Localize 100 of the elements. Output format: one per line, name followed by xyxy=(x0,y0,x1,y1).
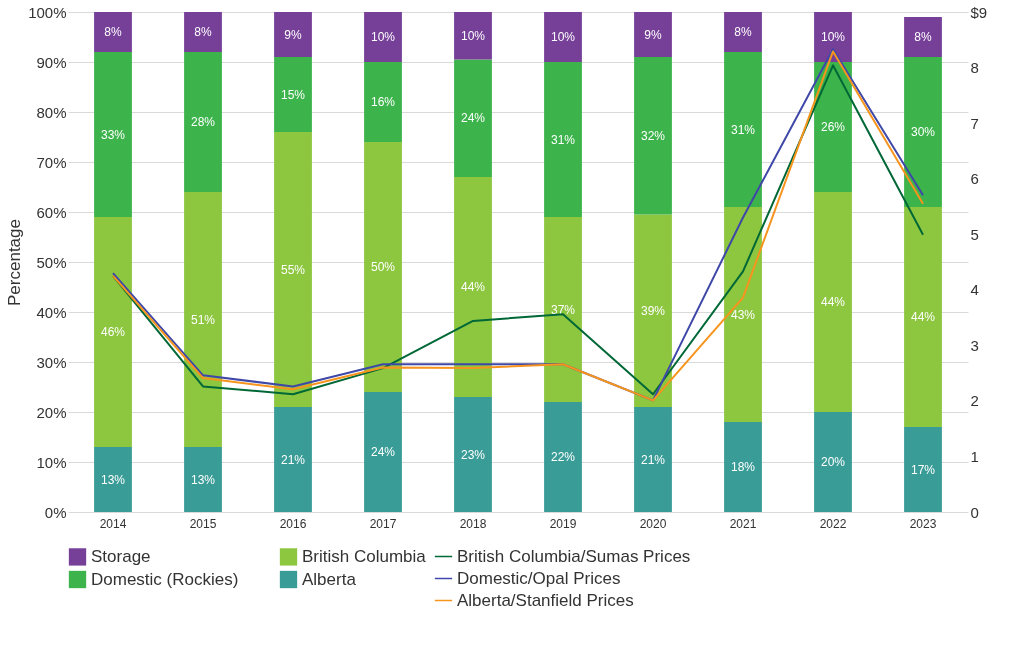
x-tick-label: 2019 xyxy=(549,516,577,531)
data-label: 18% xyxy=(730,460,756,474)
x-tick-label: 2014 xyxy=(99,516,127,531)
bar xyxy=(814,412,852,512)
data-label: 24% xyxy=(370,445,396,459)
bar xyxy=(184,447,222,512)
x-tick-label: 2020 xyxy=(639,516,667,531)
bar xyxy=(544,217,582,402)
y2-tick-label: 2 xyxy=(970,392,979,410)
y-tick-label: 60% xyxy=(36,203,67,221)
legend-label: Storage xyxy=(91,546,151,566)
data-label: 31% xyxy=(550,132,576,147)
y-tick-label: 10% xyxy=(36,453,67,471)
bar xyxy=(904,207,942,427)
bar xyxy=(904,57,942,207)
bar xyxy=(94,217,132,447)
x-tick-label: 2015 xyxy=(189,516,217,531)
bar xyxy=(724,422,762,512)
bar xyxy=(364,142,402,392)
bar xyxy=(634,57,672,215)
x-tick-label: 2022 xyxy=(819,516,847,531)
data-label: 50% xyxy=(370,260,396,274)
data-label: 10% xyxy=(370,30,396,44)
data-label: 51% xyxy=(190,312,216,327)
y-tick-label: 50% xyxy=(36,253,67,271)
bar xyxy=(904,427,942,512)
legend-label: Alberta/Stanfield Prices xyxy=(457,590,634,610)
legend-label: Alberta xyxy=(302,569,357,589)
bar xyxy=(454,59,492,177)
bar xyxy=(544,62,582,217)
bar xyxy=(544,402,582,512)
data-label: 22% xyxy=(550,450,576,464)
bar xyxy=(454,397,492,512)
y2-tick-label: 3 xyxy=(970,336,979,354)
data-label: 10% xyxy=(820,30,846,44)
bar xyxy=(274,57,312,132)
bar xyxy=(184,192,222,447)
bar xyxy=(634,407,672,512)
bar xyxy=(184,52,222,192)
y-tick-label: 0% xyxy=(44,503,67,521)
bar xyxy=(364,62,402,142)
legend-label: Domestic/Opal Prices xyxy=(457,568,621,588)
legend-label: Domestic (Rockies) xyxy=(91,569,239,589)
data-label: 32% xyxy=(640,128,666,143)
bar xyxy=(904,17,942,57)
data-label: 21% xyxy=(640,452,666,467)
data-label: 46% xyxy=(100,325,126,339)
bar xyxy=(634,12,672,57)
data-label: 30% xyxy=(910,125,936,139)
data-label: 44% xyxy=(910,310,936,324)
bar xyxy=(274,132,312,407)
data-label: 10% xyxy=(460,28,486,43)
bar xyxy=(94,447,132,512)
y-tick-label: 100% xyxy=(28,3,67,21)
data-label: 31% xyxy=(730,122,756,137)
x-tick-label: 2018 xyxy=(459,516,487,531)
data-label: 8% xyxy=(914,30,932,44)
data-label: 23% xyxy=(460,447,486,462)
data-label: 44% xyxy=(820,295,846,309)
data-label: 17% xyxy=(910,462,936,477)
bar xyxy=(814,192,852,412)
y2-tick-label: 7 xyxy=(970,114,979,132)
bar xyxy=(364,12,402,62)
y-tick-label: 40% xyxy=(36,303,67,321)
y2-tick-label: 0 xyxy=(970,503,979,521)
data-label: 9% xyxy=(284,27,302,42)
data-label: 21% xyxy=(280,452,306,467)
y-tick-label: 20% xyxy=(36,403,67,421)
x-tick-label: 2016 xyxy=(279,516,307,531)
bar xyxy=(454,12,492,60)
data-label: 13% xyxy=(100,472,126,487)
data-label: 26% xyxy=(820,120,846,134)
data-label: 43% xyxy=(730,307,756,322)
data-label: 37% xyxy=(550,302,576,317)
y2-tick-label: 8 xyxy=(970,59,979,77)
legend-label: British Columbia/Sumas Prices xyxy=(457,546,691,566)
data-label: 15% xyxy=(280,87,306,102)
bar xyxy=(274,407,312,512)
bar xyxy=(724,207,762,422)
y-tick-label: 70% xyxy=(36,153,67,171)
data-label: 9% xyxy=(644,27,662,42)
y2-tick-label: 6 xyxy=(970,170,979,188)
data-label: 8% xyxy=(734,25,752,39)
bar xyxy=(94,12,132,52)
y2-tick-label: 4 xyxy=(970,281,979,299)
data-label: 28% xyxy=(190,115,216,129)
y-axis-title: Percentage xyxy=(5,219,25,306)
data-label: 44% xyxy=(460,280,486,294)
data-label: 8% xyxy=(194,25,212,39)
data-label: 24% xyxy=(460,111,486,126)
bar xyxy=(94,52,132,217)
bar xyxy=(274,12,312,57)
y2-tick-label: $9 xyxy=(970,3,988,21)
bar xyxy=(724,12,762,52)
bar xyxy=(364,392,402,512)
x-tick-label: 2023 xyxy=(909,516,937,531)
y2-tick-label: 5 xyxy=(970,225,979,243)
bar xyxy=(544,12,582,62)
data-label: 16% xyxy=(370,95,396,109)
bar xyxy=(724,52,762,207)
